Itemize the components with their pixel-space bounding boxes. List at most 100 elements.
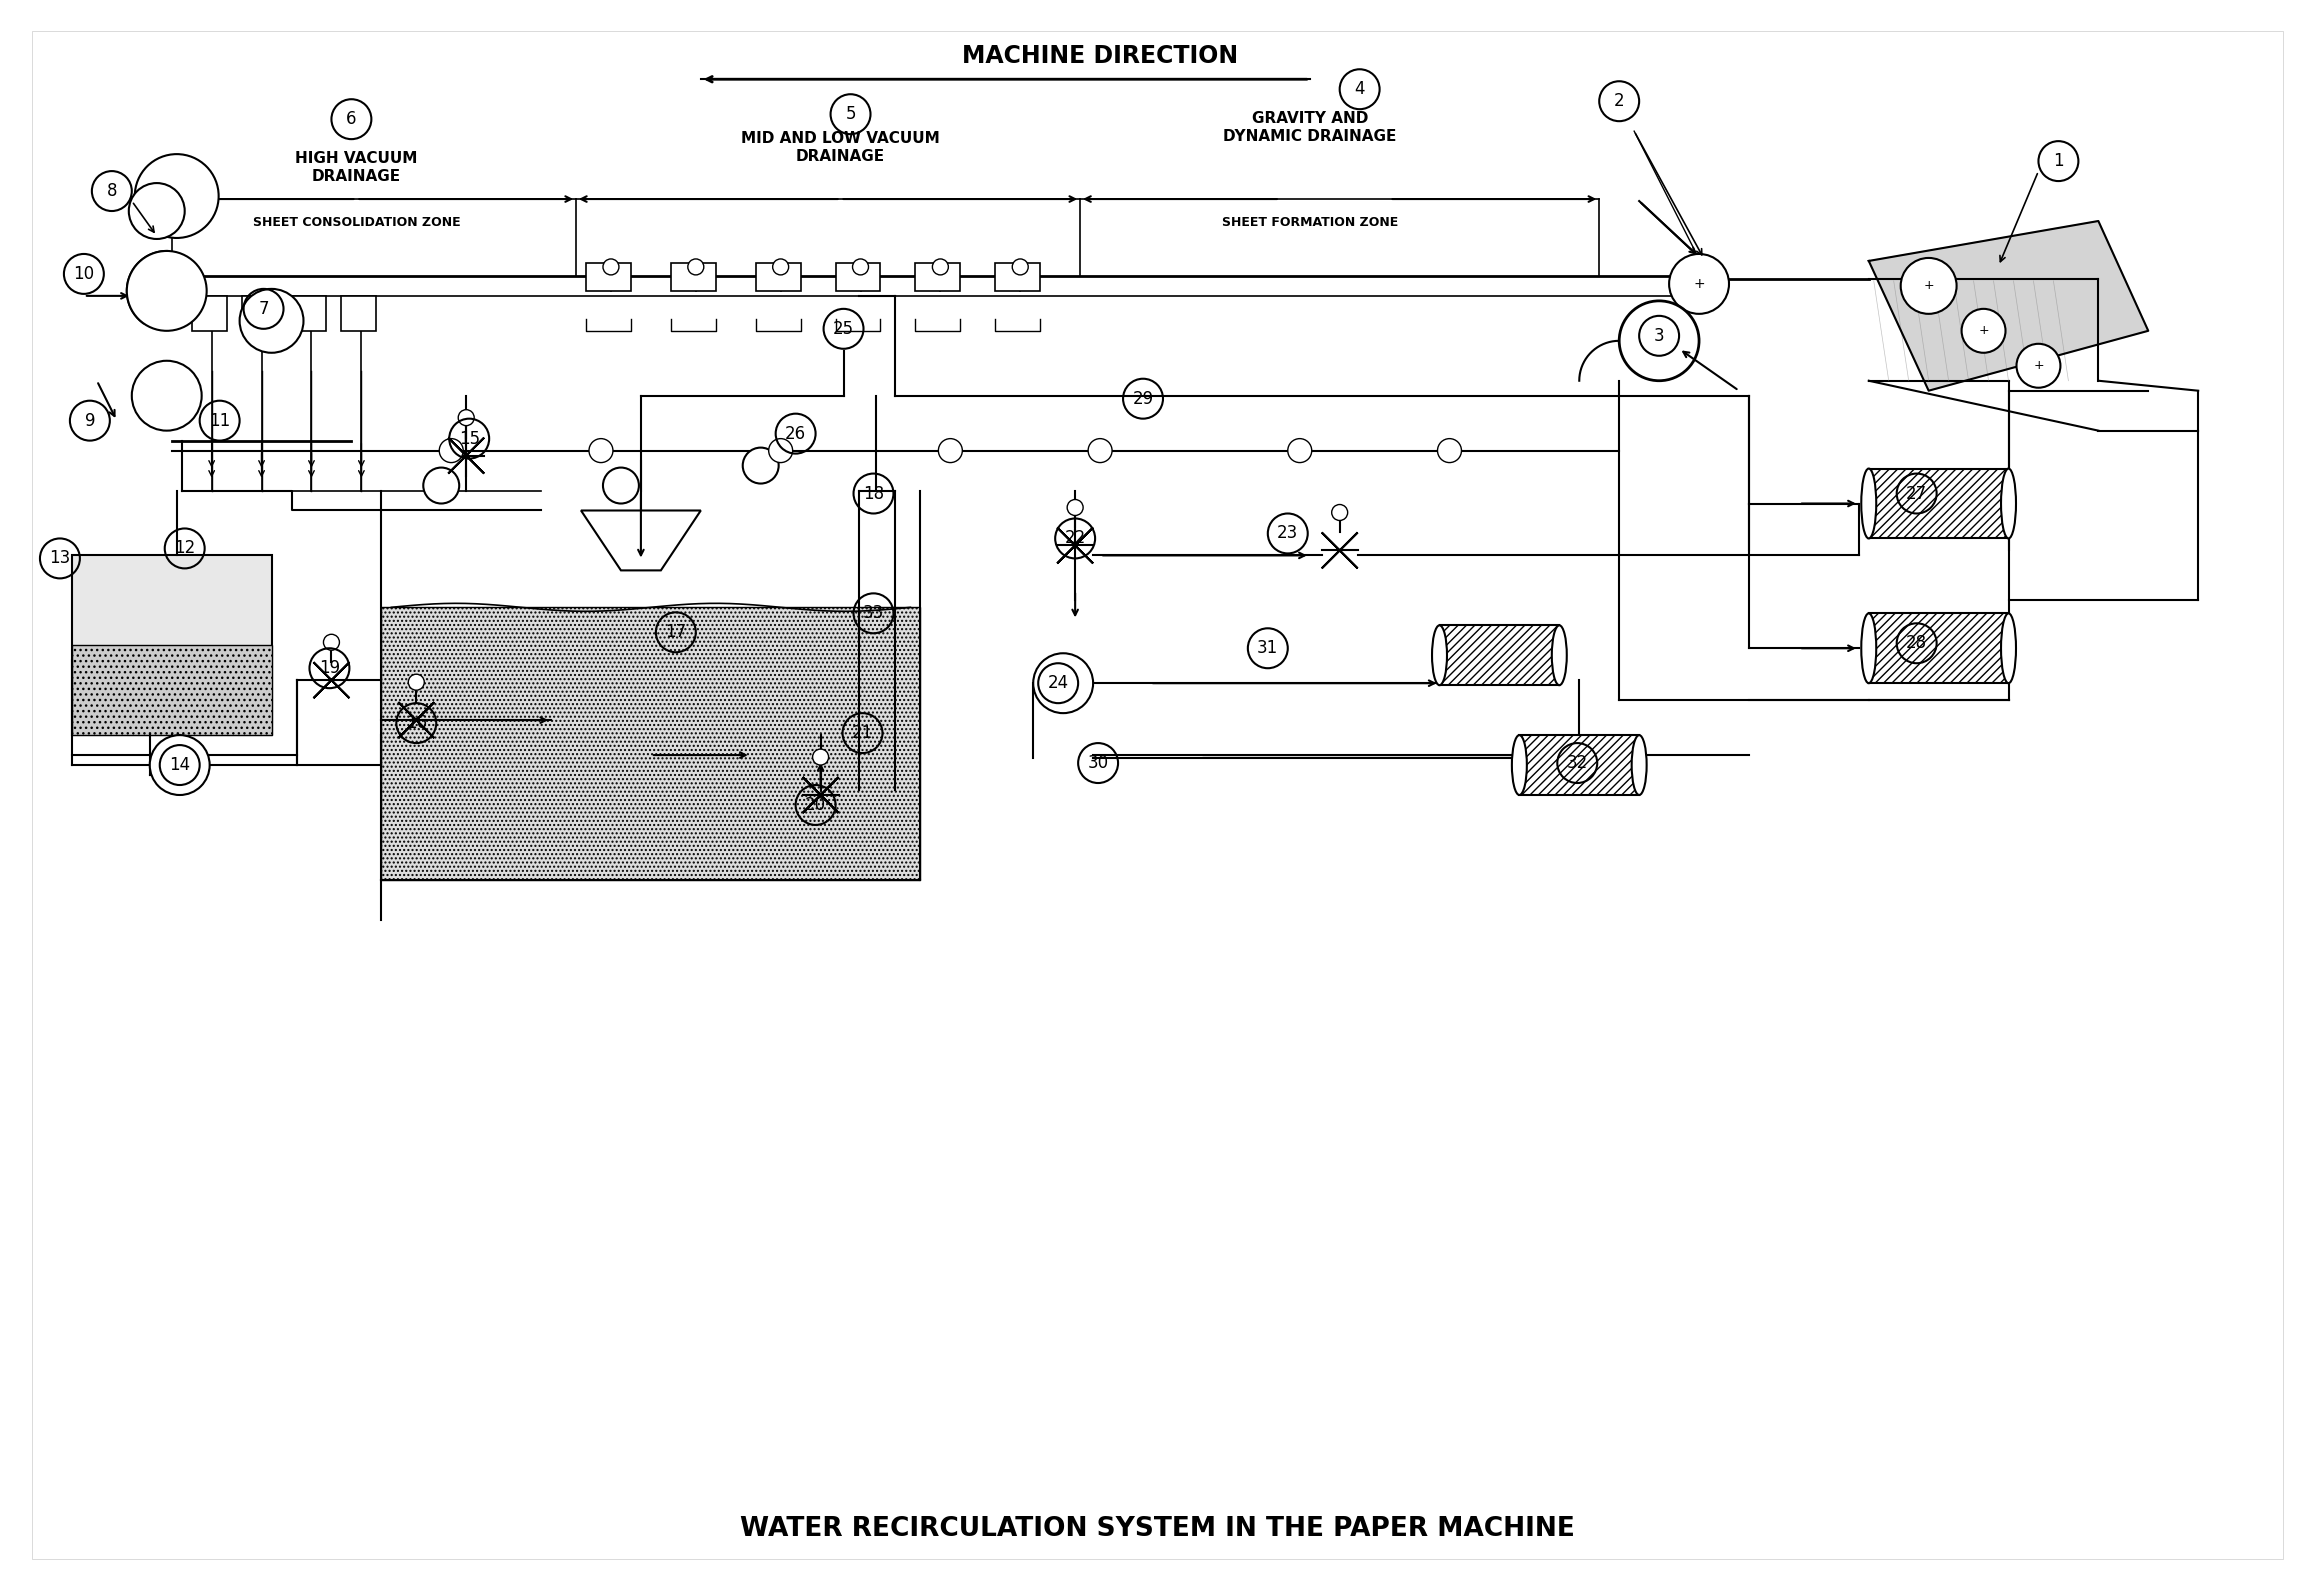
Text: 18: 18 <box>863 484 884 503</box>
Circle shape <box>938 439 963 463</box>
Bar <box>1868 468 2009 538</box>
Text: 6: 6 <box>347 110 357 129</box>
Text: 26: 26 <box>785 425 806 443</box>
Text: 1: 1 <box>2053 153 2063 170</box>
Text: 12: 12 <box>174 540 194 557</box>
Polygon shape <box>398 702 435 720</box>
Text: +: + <box>2033 360 2044 373</box>
Polygon shape <box>1322 532 1357 551</box>
Bar <box>1868 613 2009 683</box>
Bar <box>671 263 715 291</box>
Text: 19: 19 <box>319 659 340 677</box>
Text: 10: 10 <box>74 264 95 283</box>
Text: 25: 25 <box>833 320 854 338</box>
Text: 33: 33 <box>863 605 884 622</box>
Ellipse shape <box>2000 468 2016 538</box>
Bar <box>72 556 271 736</box>
Polygon shape <box>1058 546 1093 564</box>
Bar <box>836 263 880 291</box>
Circle shape <box>933 259 949 275</box>
Ellipse shape <box>1861 613 1875 683</box>
Bar <box>1519 736 1639 794</box>
Circle shape <box>1438 439 1461 463</box>
Polygon shape <box>398 720 435 739</box>
Text: HIGH VACUUM
DRAINAGE: HIGH VACUUM DRAINAGE <box>296 151 417 183</box>
Bar <box>192 296 227 331</box>
Text: 4: 4 <box>1354 80 1366 99</box>
Text: 23: 23 <box>1278 524 1299 543</box>
Circle shape <box>324 634 340 650</box>
Bar <box>914 263 961 291</box>
Text: 28: 28 <box>1905 634 1926 653</box>
Circle shape <box>132 361 201 431</box>
Polygon shape <box>581 511 701 570</box>
Circle shape <box>1618 301 1699 380</box>
Circle shape <box>688 259 704 275</box>
Circle shape <box>241 288 303 353</box>
Circle shape <box>1331 505 1347 521</box>
Circle shape <box>1901 258 1956 314</box>
Text: GRAVITY AND
DYNAMIC DRAINAGE: GRAVITY AND DYNAMIC DRAINAGE <box>1222 111 1396 143</box>
Bar <box>1440 626 1560 685</box>
Circle shape <box>1032 653 1093 713</box>
Ellipse shape <box>1551 626 1567 685</box>
Circle shape <box>1287 439 1313 463</box>
Text: 27: 27 <box>1905 484 1926 503</box>
Circle shape <box>2016 344 2060 388</box>
Bar <box>72 645 271 736</box>
Circle shape <box>134 154 218 237</box>
Text: SHEET FORMATION ZONE: SHEET FORMATION ZONE <box>1222 217 1398 229</box>
Circle shape <box>852 259 868 275</box>
Text: MACHINE DIRECTION: MACHINE DIRECTION <box>963 45 1239 68</box>
Text: 13: 13 <box>49 549 69 567</box>
Circle shape <box>150 736 211 794</box>
Circle shape <box>458 409 475 425</box>
Circle shape <box>1067 500 1083 516</box>
Polygon shape <box>313 680 350 699</box>
Bar <box>382 607 921 880</box>
Circle shape <box>1012 259 1028 275</box>
Bar <box>340 296 377 331</box>
Text: 15: 15 <box>458 430 479 447</box>
Circle shape <box>1088 439 1111 463</box>
Circle shape <box>743 447 778 484</box>
Ellipse shape <box>1861 468 1875 538</box>
Ellipse shape <box>1512 736 1528 794</box>
Text: 8: 8 <box>106 181 118 201</box>
Circle shape <box>769 439 792 463</box>
Circle shape <box>424 468 458 503</box>
Text: 11: 11 <box>208 412 229 430</box>
Bar <box>995 263 1039 291</box>
Text: 21: 21 <box>852 724 873 742</box>
Circle shape <box>602 468 639 503</box>
Circle shape <box>773 259 789 275</box>
Text: 7: 7 <box>259 299 269 318</box>
Bar <box>586 263 632 291</box>
Circle shape <box>440 439 463 463</box>
Bar <box>241 296 275 331</box>
Ellipse shape <box>2000 613 2016 683</box>
Circle shape <box>1669 255 1729 314</box>
Polygon shape <box>449 455 484 473</box>
Polygon shape <box>1058 527 1093 546</box>
Circle shape <box>407 675 424 691</box>
Polygon shape <box>803 777 838 794</box>
Polygon shape <box>313 662 350 680</box>
Text: SHEET CONSOLIDATION ZONE: SHEET CONSOLIDATION ZONE <box>252 217 461 229</box>
Ellipse shape <box>1632 736 1646 794</box>
Bar <box>755 263 801 291</box>
Circle shape <box>602 259 618 275</box>
Text: 5: 5 <box>845 105 857 123</box>
Text: 9: 9 <box>86 412 95 430</box>
Ellipse shape <box>1433 626 1447 685</box>
Text: 14: 14 <box>169 756 190 774</box>
Text: 29: 29 <box>1132 390 1153 408</box>
Text: +: + <box>1924 279 1933 293</box>
Text: 22: 22 <box>1065 530 1086 548</box>
Text: 24: 24 <box>1049 673 1070 693</box>
Text: 20: 20 <box>806 796 826 814</box>
Circle shape <box>1961 309 2005 353</box>
Bar <box>292 296 326 331</box>
Text: 2: 2 <box>1614 92 1625 110</box>
Polygon shape <box>803 794 838 814</box>
